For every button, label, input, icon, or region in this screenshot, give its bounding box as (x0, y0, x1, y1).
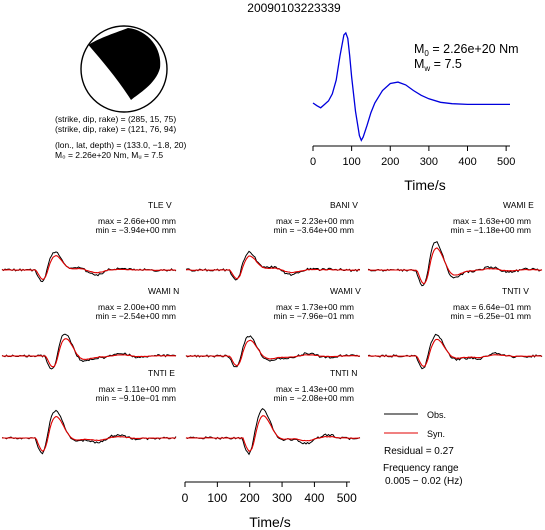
bottom-x-axis-label: Time/s (249, 514, 290, 530)
min-amplitude-label: min = −2.54e+00 mm (95, 311, 176, 321)
observed-trace (185, 408, 361, 456)
max-amplitude-label: max = 1.43e+00 mm (276, 384, 354, 394)
min-amplitude-label: min = −9.10e−01 mm (95, 393, 176, 403)
min-amplitude-label: min = −6.25e−01 mm (450, 311, 531, 321)
stf-x-axis: 0 100 200 300 400 500 (310, 145, 515, 168)
min-amplitude-label: min = −2.08e+00 mm (273, 393, 354, 403)
mechanism-line-1: (strike, dip, rake) = (285, 15, 75) (55, 114, 176, 124)
synthetic-trace (185, 415, 361, 452)
station-label: BANI V (330, 200, 358, 210)
max-amplitude-label: max = 1.11e+00 mm (99, 384, 176, 394)
observed-trace (1, 409, 177, 455)
stf-tick-label: 500 (497, 156, 515, 168)
observed-trace (185, 250, 361, 281)
observed-trace (1, 251, 177, 283)
station-label: WAMI E (503, 200, 534, 210)
stf-tick-label: 300 (420, 156, 438, 168)
synthetic-trace (185, 339, 360, 367)
bottom-x-axis: 0 100 200 300 400 500 Time/s (182, 481, 357, 530)
figure-title: 20090103223339 (247, 1, 341, 15)
bottom-tick-label: 0 (182, 491, 189, 505)
legend-syn-label: Syn. (427, 429, 445, 439)
focal-mechanism-beachball (80, 25, 168, 113)
stf-x-axis-label: Time/s (404, 177, 445, 193)
mechanism-line-2: (strike, dip, rake) = (121, 76, 94) (55, 124, 176, 134)
synthetic-trace (185, 255, 361, 280)
frequency-range-label: Frequency range (383, 463, 459, 474)
stf-series-line (312, 31, 510, 142)
stf-mw-label: Mw = 7.5 (414, 57, 462, 73)
bottom-tick-label: 200 (240, 491, 260, 505)
bottom-tick-label: 100 (207, 491, 227, 505)
stf-plot: 0 100 200 300 400 500 M0 = 2.26e+20 Nm Mw = 7… (310, 31, 519, 193)
observed-trace (367, 241, 543, 287)
station-label: WAMI N (148, 286, 179, 296)
station-label: WAMI V (330, 286, 361, 296)
max-amplitude-label: max = 1.73e+00 mm (276, 302, 354, 312)
station-label: TNTI E (148, 368, 175, 378)
min-amplitude-label: min = −1.18e+00 mm (450, 225, 531, 235)
station-label: TNTI N (330, 368, 357, 378)
max-amplitude-label: max = 2.23e+00 mm (276, 216, 354, 226)
max-amplitude-label: max = 1.63e+00 mm (453, 216, 531, 226)
mechanism-line-3: (lon., lat, depth) = (133.0, −1.8, 20) (55, 140, 187, 150)
max-amplitude-label: max = 2.00e+00 mm (98, 302, 176, 312)
station-label: TNTI V (502, 286, 529, 296)
legend: Obs. Syn. Residual = 0.27 Frequency rang… (383, 410, 463, 487)
min-amplitude-label: min = −7.96e−01 mm (273, 311, 354, 321)
synthetic-trace (367, 247, 543, 285)
stf-tick-label: 200 (381, 156, 399, 168)
stf-tick-group: 0 100 200 300 400 500 (310, 146, 515, 168)
stf-tick-label: 0 (310, 156, 316, 168)
stf-tick-label: 400 (458, 156, 476, 168)
synthetic-trace (1, 415, 177, 452)
max-amplitude-label: max = 2.66e+00 mm (98, 216, 176, 226)
min-amplitude-label: min = −3.64e+00 mm (273, 225, 354, 235)
legend-obs-label: Obs. (427, 410, 446, 420)
stf-tick-label: 100 (342, 156, 360, 168)
bottom-tick-group: 0 100 200 300 400 500 (182, 482, 357, 505)
station-label: TLE V (148, 200, 172, 210)
synthetic-trace (1, 255, 177, 281)
observed-trace (367, 333, 543, 370)
residual-label: Residual = 0.27 (384, 446, 454, 457)
observed-trace (185, 335, 361, 368)
observed-trace (1, 333, 177, 370)
bottom-tick-label: 400 (304, 491, 324, 505)
frequency-range-values: 0.005 − 0.02 (Hz) (385, 476, 463, 487)
min-amplitude-label: min = −3.94e+00 mm (95, 225, 176, 235)
synthetic-trace (367, 338, 543, 367)
max-amplitude-label: max = 6.64e−01 mm (453, 302, 531, 312)
stf-m0-label: M0 = 2.26e+20 Nm (414, 42, 519, 58)
mechanism-line-4: M₀ = 2.26e+20 Nm, Mᵤ = 7.5 (55, 150, 163, 160)
bottom-tick-label: 300 (272, 491, 292, 505)
bottom-tick-label: 500 (337, 491, 357, 505)
synthetic-trace (1, 338, 177, 368)
